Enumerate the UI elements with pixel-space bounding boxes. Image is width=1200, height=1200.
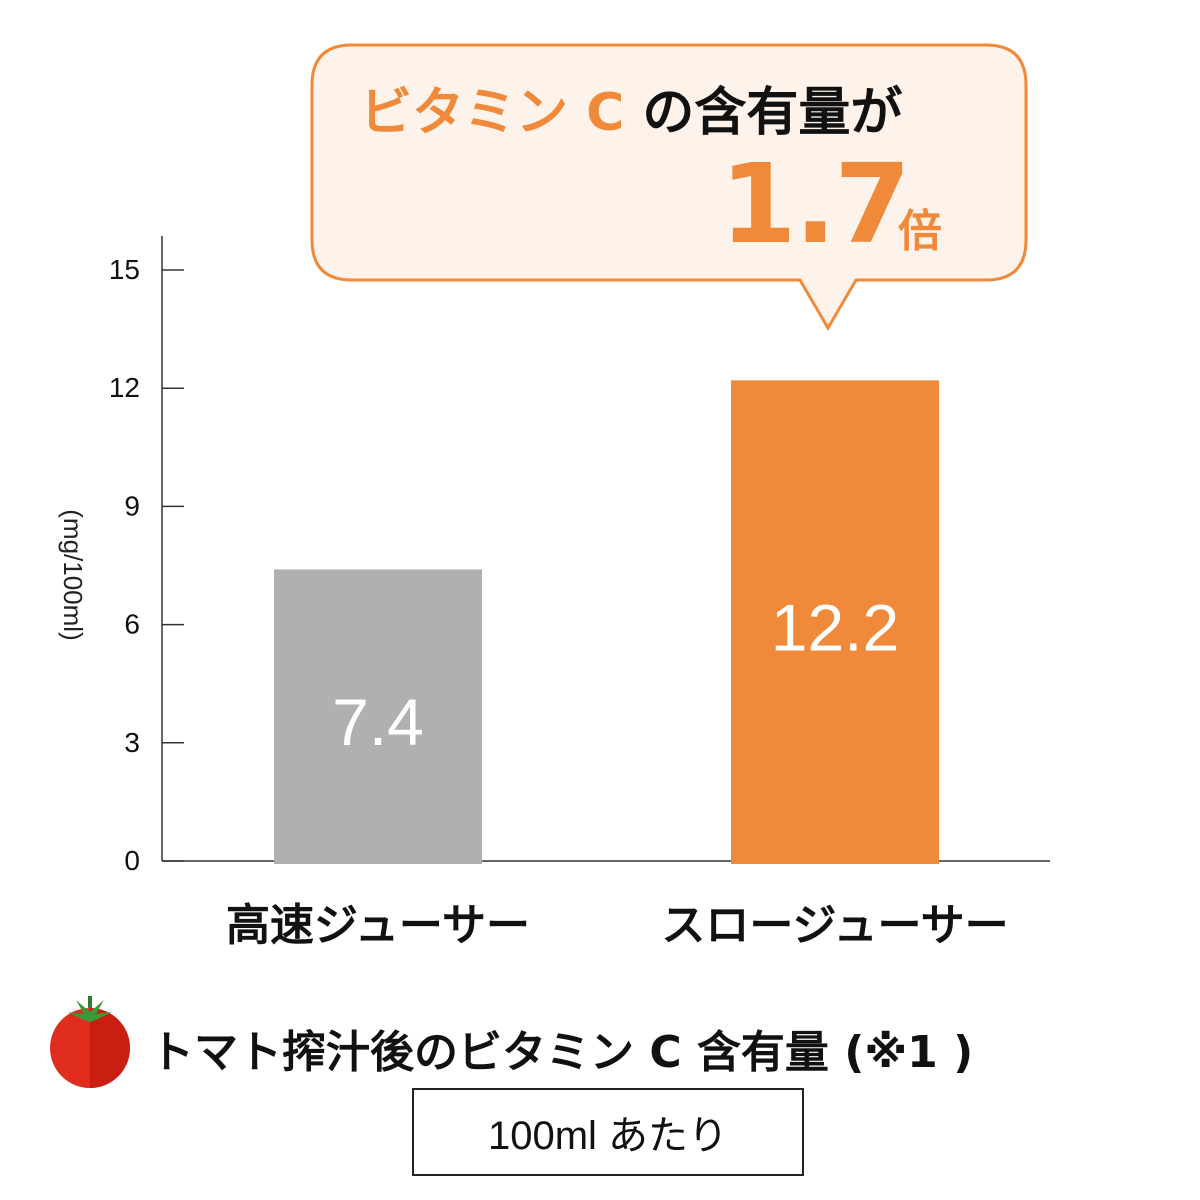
y-tick-label: 9 [124,490,140,521]
callout-bubble [310,43,1028,331]
bar-value-label: 7.4 [332,685,424,759]
y-tick-label: 6 [124,609,140,640]
callout-headline: ビタミン C の含有量が [360,70,1000,145]
y-tick-label: 12 [109,372,140,403]
chart-title: トマト搾汁後のビタミン C 含有量 (※1 ) [150,1027,974,1078]
y-axis-label: (mg/100ml) [58,509,88,641]
y-tick-label: 3 [124,727,140,758]
callout-rest: の含有量が [624,83,903,143]
callout-unit: 倍 [898,206,942,257]
tomato-icon [50,996,130,1088]
category-label: スロージューサー [661,900,1008,951]
per-volume-note: 100ml あたり [412,1088,804,1176]
callout-ratio: 1.7 [720,140,911,268]
bar [274,569,482,864]
bar-value-label: 12.2 [771,591,899,665]
callout-highlight: ビタミン C [360,83,625,143]
y-tick-label: 0 [124,845,140,876]
category-label: 高速ジューサー [226,900,530,951]
y-tick-label: 15 [109,254,140,285]
bar [731,380,939,864]
